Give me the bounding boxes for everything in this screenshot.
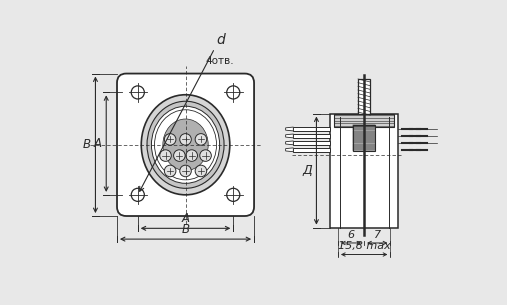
Bar xyxy=(294,141,330,145)
Circle shape xyxy=(173,150,185,161)
Ellipse shape xyxy=(155,110,216,180)
FancyBboxPatch shape xyxy=(117,74,254,216)
Text: B: B xyxy=(83,138,91,151)
Circle shape xyxy=(195,134,207,145)
Circle shape xyxy=(131,86,144,99)
Bar xyxy=(353,125,375,151)
Circle shape xyxy=(164,134,176,145)
Ellipse shape xyxy=(163,119,208,170)
Ellipse shape xyxy=(147,101,224,188)
Circle shape xyxy=(131,188,144,201)
Circle shape xyxy=(227,188,240,201)
Text: A: A xyxy=(94,137,101,150)
Circle shape xyxy=(195,165,207,177)
Text: 15,8 max: 15,8 max xyxy=(338,242,390,251)
Circle shape xyxy=(200,150,211,161)
Polygon shape xyxy=(285,141,294,145)
Circle shape xyxy=(227,86,240,99)
Bar xyxy=(294,148,330,152)
Text: B: B xyxy=(182,223,190,236)
Bar xyxy=(334,113,394,127)
Bar xyxy=(358,79,370,113)
Bar xyxy=(294,127,330,131)
Circle shape xyxy=(180,134,191,145)
Text: A: A xyxy=(182,212,190,225)
Circle shape xyxy=(186,150,197,161)
Bar xyxy=(294,134,330,138)
Circle shape xyxy=(164,165,176,177)
Text: 4отв.: 4отв. xyxy=(205,56,234,66)
Text: d: d xyxy=(216,33,225,47)
Text: Д: Д xyxy=(302,164,312,177)
Bar xyxy=(330,113,398,228)
Circle shape xyxy=(180,165,191,177)
Text: 6: 6 xyxy=(347,230,354,240)
Polygon shape xyxy=(285,148,294,152)
Polygon shape xyxy=(285,134,294,138)
Circle shape xyxy=(160,150,171,161)
Ellipse shape xyxy=(152,106,220,183)
Ellipse shape xyxy=(141,95,230,195)
Text: 7: 7 xyxy=(374,230,381,240)
Polygon shape xyxy=(285,127,294,131)
